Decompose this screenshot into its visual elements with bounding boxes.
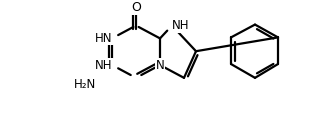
- Text: NH: NH: [95, 59, 112, 72]
- Text: H₂N: H₂N: [74, 78, 96, 91]
- Text: N: N: [156, 59, 164, 72]
- Text: NH: NH: [172, 19, 189, 32]
- Text: O: O: [131, 1, 141, 14]
- Text: HN: HN: [95, 32, 112, 45]
